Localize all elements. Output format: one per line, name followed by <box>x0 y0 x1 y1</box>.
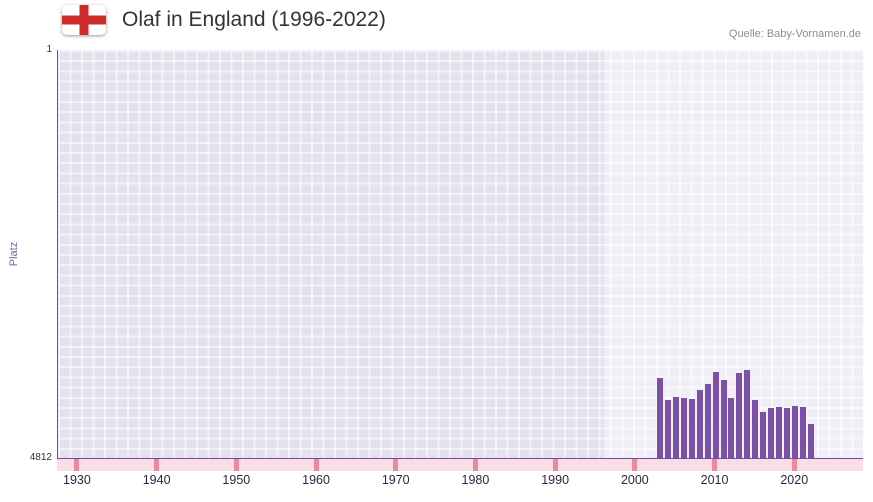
x-tick-label-1960: 1960 <box>302 473 330 487</box>
bar-2019[interactable] <box>784 407 791 458</box>
bar-2021[interactable] <box>800 406 807 458</box>
bar-2006[interactable] <box>680 397 687 458</box>
bar-2008[interactable] <box>696 390 703 458</box>
y-tick-label-top: 1 <box>46 44 52 55</box>
bars-layer <box>58 50 863 458</box>
bar-2013[interactable] <box>736 373 743 458</box>
plot-area <box>57 50 863 458</box>
bar-2018[interactable] <box>776 406 783 458</box>
x-axis-tick-1950 <box>233 459 239 471</box>
x-tick-label-1940: 1940 <box>142 473 171 487</box>
bar-2017[interactable] <box>768 407 775 458</box>
x-axis-tick-1970 <box>393 459 399 471</box>
bar-2020[interactable] <box>792 406 799 458</box>
bar-2011[interactable] <box>720 379 727 458</box>
x-axis-tick-2000 <box>632 459 638 471</box>
bar-2015[interactable] <box>752 400 759 458</box>
x-tick-label-2010: 2010 <box>700 473 729 487</box>
bar-2010[interactable] <box>712 372 719 458</box>
x-tick-label-1930: 1930 <box>63 473 91 487</box>
bar-2016[interactable] <box>760 412 767 458</box>
bar-2007[interactable] <box>688 398 695 458</box>
bar-2004[interactable] <box>664 400 671 458</box>
chart-header: Olaf in England (1996-2022) <box>62 5 386 35</box>
bar-2022[interactable] <box>808 423 815 458</box>
bar-2005[interactable] <box>672 396 679 458</box>
england-flag-icon <box>62 5 106 35</box>
x-tick-label-1970: 1970 <box>381 473 410 487</box>
bar-2009[interactable] <box>704 384 711 458</box>
x-axis-tick-1990 <box>552 459 558 471</box>
source-credit: Quelle: Baby-Vornamen.de <box>728 28 861 40</box>
x-tick-label-1950: 1950 <box>222 473 251 487</box>
x-tick-label-1990: 1990 <box>541 473 570 487</box>
x-tick-label-1980: 1980 <box>461 473 490 487</box>
bar-2014[interactable] <box>744 370 751 458</box>
bar-2003[interactable] <box>656 378 663 458</box>
x-axis-tick-2020 <box>791 459 797 471</box>
y-tick-label-bottom: 4812 <box>29 452 52 463</box>
page-title: Olaf in England (1996-2022) <box>122 8 386 31</box>
x-axis-tick-1930 <box>74 459 80 471</box>
x-tick-label-2020: 2020 <box>780 473 809 487</box>
x-axis-tick-1940 <box>154 459 160 471</box>
flag-cross-horizontal <box>62 15 106 25</box>
bar-2012[interactable] <box>728 397 735 458</box>
x-axis-strip <box>57 459 863 471</box>
x-tick-label-2000: 2000 <box>620 473 649 487</box>
x-axis-line <box>57 458 863 459</box>
x-axis-tick-1980 <box>472 459 478 471</box>
x-axis-tick-2010 <box>712 459 718 471</box>
y-axis-title: Platz <box>8 241 20 267</box>
x-axis-tick-1960 <box>313 459 319 471</box>
x-axis-labels: 1930 1940 1950 1960 1970 1980 1990 2000 2010 2020 <box>57 473 863 491</box>
